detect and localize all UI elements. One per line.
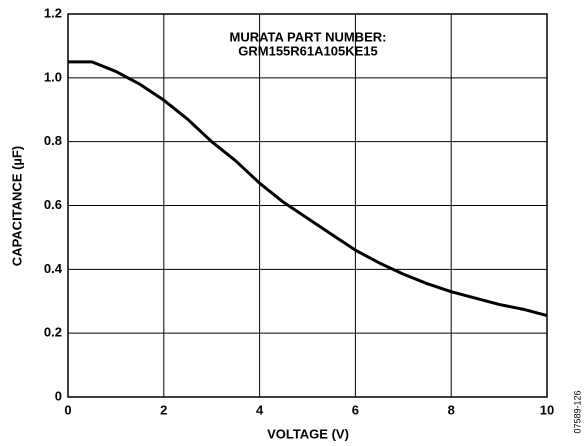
y-tick-label: 0 bbox=[55, 388, 62, 403]
y-axis-label: CAPACITANCE (µF) bbox=[9, 146, 24, 266]
plot-frame bbox=[67, 13, 548, 398]
y-tick-label: 0.2 bbox=[44, 325, 62, 340]
x-tick-label: 10 bbox=[540, 402, 554, 417]
y-tick-label: 0.4 bbox=[44, 261, 63, 276]
y-tick-label: 1.0 bbox=[44, 69, 62, 84]
y-tick-label: 0.6 bbox=[44, 197, 62, 212]
y-tick-label: 0.8 bbox=[44, 133, 62, 148]
annotation: MURATA PART NUMBER: bbox=[230, 29, 387, 44]
y-tick-label: 1.2 bbox=[44, 5, 62, 20]
x-tick-label: 4 bbox=[256, 402, 264, 417]
annotation: GRM155R61A105KE15 bbox=[238, 43, 377, 58]
x-axis-label: VOLTAGE (V) bbox=[267, 426, 349, 441]
x-tick-label: 6 bbox=[352, 402, 359, 417]
data-line bbox=[68, 60, 548, 318]
figure-id: 07589-126 bbox=[572, 390, 582, 433]
x-tick-label: 2 bbox=[160, 402, 167, 417]
x-tick-label: 0 bbox=[64, 402, 71, 417]
x-tick-label: 8 bbox=[448, 402, 455, 417]
